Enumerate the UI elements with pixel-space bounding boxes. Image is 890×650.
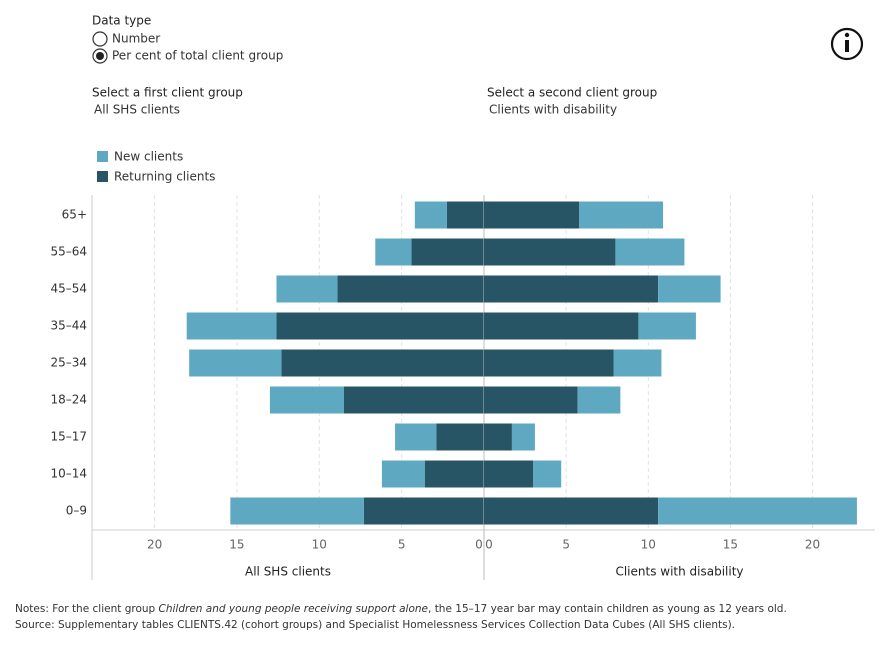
bar <box>424 460 484 488</box>
bar <box>577 386 621 414</box>
bar <box>484 460 534 488</box>
info-dot <box>844 32 850 38</box>
bar <box>511 423 535 451</box>
x-tick-label: 5 <box>562 538 570 552</box>
radio-dot <box>96 52 104 60</box>
x-tick-label: 15 <box>723 538 738 552</box>
bar <box>363 497 484 525</box>
x-tick-label: 0 <box>485 538 493 552</box>
bar <box>375 238 412 266</box>
legend-label: Returning clients <box>114 170 215 184</box>
x-tick-label: 20 <box>147 538 162 552</box>
bar <box>484 312 639 340</box>
notes-text: Notes: For the client group <box>15 603 159 615</box>
bar <box>337 275 484 303</box>
notes-text: , the 15–17 year bar may contain childre… <box>428 603 787 615</box>
bar <box>230 497 364 525</box>
y-tick-label: 10–14 <box>50 467 87 481</box>
filter-value[interactable]: All SHS clients <box>94 103 180 117</box>
bar <box>414 201 447 229</box>
legend-label: New clients <box>114 150 183 164</box>
notes-italic: Children and young people receiving supp… <box>159 603 428 615</box>
bar <box>484 497 659 525</box>
info-icon[interactable] <box>830 27 864 61</box>
data-type-label: Data type <box>92 14 151 28</box>
legend-swatch <box>97 151 108 162</box>
radio-label[interactable]: Number <box>112 32 160 46</box>
bar <box>436 423 484 451</box>
bar <box>615 238 685 266</box>
panel-label: Clients with disability <box>615 565 743 579</box>
filter-label: Select a second client group <box>487 86 657 100</box>
notes: Notes: For the client group Children and… <box>15 603 787 615</box>
y-tick-label: 15–17 <box>50 430 87 444</box>
legend-swatch <box>97 171 108 182</box>
bar <box>446 201 484 229</box>
source: Source: Supplementary tables CLIENTS.42 … <box>15 619 735 631</box>
bar <box>579 201 664 229</box>
radio-label[interactable]: Per cent of total client group <box>112 49 283 63</box>
y-tick-label: 55–64 <box>50 245 87 259</box>
x-tick-label: 10 <box>641 538 656 552</box>
bar <box>276 312 484 340</box>
bar <box>484 275 659 303</box>
y-tick-label: 45–54 <box>50 282 87 296</box>
bar <box>381 460 425 488</box>
bar <box>484 238 616 266</box>
bar <box>484 201 580 229</box>
y-tick-label: 0–9 <box>66 504 87 518</box>
y-tick-label: 25–34 <box>50 356 87 370</box>
bar <box>533 460 562 488</box>
bar <box>484 349 614 377</box>
x-tick-label: 20 <box>805 538 820 552</box>
filter-label: Select a first client group <box>92 86 243 100</box>
bar <box>395 423 437 451</box>
bar <box>344 386 484 414</box>
bar <box>269 386 344 414</box>
bar <box>186 312 277 340</box>
info-bar <box>845 40 849 52</box>
bar <box>658 275 721 303</box>
panel-label: All SHS clients <box>245 565 331 579</box>
y-tick-label: 35–44 <box>50 319 87 333</box>
x-tick-label: 5 <box>398 538 406 552</box>
y-tick-label: 18–24 <box>50 393 87 407</box>
bar <box>281 349 484 377</box>
x-tick-label: 0 <box>475 538 483 552</box>
bar <box>189 349 282 377</box>
bar <box>276 275 338 303</box>
bar <box>484 423 512 451</box>
radio-number[interactable] <box>92 31 108 47</box>
filter-value[interactable]: Clients with disability <box>489 103 617 117</box>
x-tick-label: 15 <box>229 538 244 552</box>
y-tick-label: 65+ <box>62 208 87 222</box>
bar <box>658 497 857 525</box>
bar <box>484 386 578 414</box>
x-tick-label: 10 <box>312 538 327 552</box>
bar <box>638 312 696 340</box>
bar <box>411 238 484 266</box>
bar <box>613 349 662 377</box>
